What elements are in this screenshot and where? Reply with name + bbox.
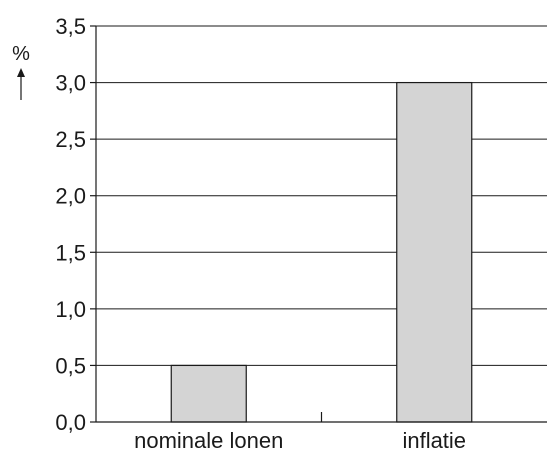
bar-2 (396, 81, 473, 423)
y-tick-label: 1,5 (55, 240, 86, 265)
y-tick-label: 0,5 (55, 353, 86, 378)
y-axis-unit-arrow-head (17, 68, 25, 77)
y-tick-label: 3,0 (55, 71, 86, 96)
bar-1 (170, 364, 247, 423)
y-tick-label: 2,5 (55, 127, 86, 152)
axes (90, 25, 547, 423)
y-tick-label: 1,0 (55, 297, 86, 322)
gridlines (96, 25, 547, 366)
y-axis-unit-label: % (12, 43, 30, 65)
x-tick-labels: nominale lonen inflatie (134, 428, 466, 453)
y-tick-labels: 0,0 0,5 1,0 1,5 2,0 2,5 3,0 3,5 (55, 14, 86, 435)
y-tick-label: 2,0 (55, 184, 86, 209)
bars (170, 81, 473, 423)
x-category-label: inflatie (402, 428, 466, 453)
y-tick-label: 0,0 (55, 410, 86, 435)
y-axis-unit: % (12, 43, 30, 100)
y-tick-label: 3,5 (55, 14, 86, 39)
x-category-label: nominale lonen (134, 428, 283, 453)
